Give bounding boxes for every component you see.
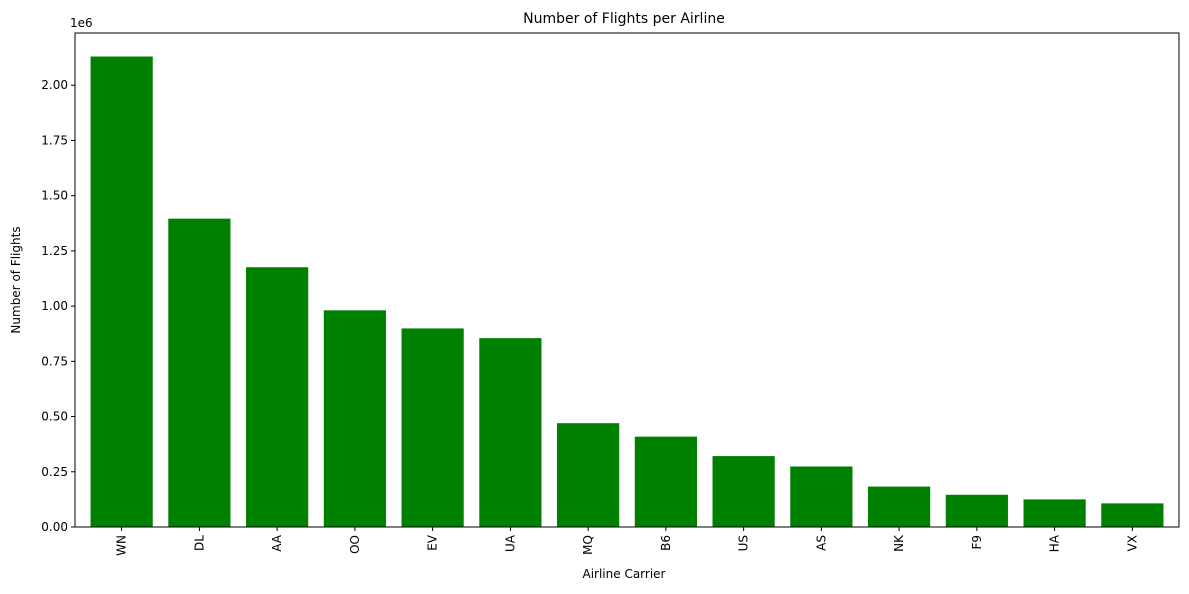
bar-nk — [868, 486, 931, 527]
x-tick-label-nk: NK — [892, 534, 906, 552]
y-tick-label: 0.00 — [41, 520, 68, 534]
bar-mq — [557, 423, 620, 527]
y-axis-offset-label: 1e6 — [70, 16, 93, 30]
x-tick-label-ev: EV — [426, 534, 440, 551]
bar-dl — [168, 218, 231, 528]
x-tick-label-dl: DL — [192, 535, 206, 551]
x-tick-label-ua: UA — [503, 534, 517, 552]
x-axis: WN DL AA OO EV UA MQ B6 US AS NK F9 HA VX — [115, 527, 1139, 556]
x-tick-label-vx: VX — [1125, 535, 1139, 551]
x-tick-label-ha: HA — [1048, 534, 1062, 552]
x-tick-label-b6: B6 — [659, 535, 673, 551]
bar-ev — [401, 328, 464, 527]
x-axis-label: Airline Carrier — [583, 567, 666, 581]
bar-oo — [323, 310, 386, 527]
bars-group — [90, 56, 1164, 528]
x-tick-label-wn: WN — [115, 535, 129, 556]
y-tick-label: 0.50 — [41, 410, 68, 424]
bar-ha — [1023, 499, 1086, 527]
x-tick-label-us: US — [737, 535, 751, 551]
chart-title: Number of Flights per Airline — [523, 11, 725, 27]
bar-b6 — [634, 436, 697, 527]
y-tick-label: 0.75 — [41, 354, 68, 368]
y-tick-label: 0.25 — [41, 465, 68, 479]
y-tick-label: 1.00 — [41, 299, 68, 313]
bar-us — [712, 456, 775, 527]
x-tick-label-oo: OO — [348, 535, 362, 554]
x-tick-label-as: AS — [814, 535, 828, 551]
bar-wn — [90, 56, 153, 528]
x-tick-label-mq: MQ — [581, 535, 595, 555]
plot-frame — [74, 32, 1180, 528]
bar-ua — [479, 338, 542, 527]
y-tick-label: 1.50 — [41, 189, 68, 203]
bar-vx — [1101, 503, 1164, 527]
bar-as — [790, 466, 853, 527]
y-axis: 0.00 0.25 0.50 0.75 1.00 1.25 1.50 1.75 2.00 — [41, 78, 75, 534]
y-tick-label: 2.00 — [41, 78, 68, 92]
x-tick-label-aa: AA — [270, 534, 284, 552]
y-tick-label: 1.25 — [41, 244, 68, 258]
x-tick-label-f9: F9 — [970, 535, 984, 550]
y-tick-label: 1.75 — [41, 133, 68, 147]
bar-f9 — [945, 494, 1008, 527]
bar-aa — [246, 267, 309, 527]
y-axis-label: Number of Flights — [9, 226, 23, 333]
